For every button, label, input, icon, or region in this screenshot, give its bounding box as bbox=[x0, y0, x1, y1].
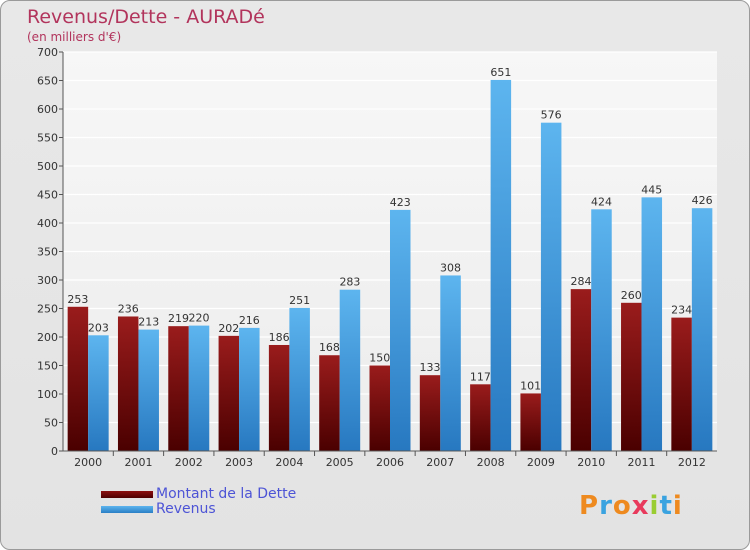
data-label-debt: 186 bbox=[269, 331, 290, 344]
bar-debt bbox=[168, 326, 189, 451]
y-tick-label: 550 bbox=[37, 132, 58, 145]
y-tick-label: 100 bbox=[37, 388, 58, 401]
bar-debt bbox=[419, 375, 441, 451]
bar-revenue bbox=[339, 289, 361, 451]
data-label-debt: 253 bbox=[67, 293, 88, 306]
data-label-revenue: 576 bbox=[541, 109, 562, 122]
bar-debt bbox=[570, 289, 592, 451]
bar-revenue bbox=[188, 325, 210, 451]
y-tick-label: 400 bbox=[37, 217, 58, 230]
legend-label-debt: Montant de la Dette bbox=[156, 486, 297, 502]
data-label-revenue: 423 bbox=[390, 196, 411, 209]
logo-letter: o bbox=[612, 491, 632, 521]
data-label-debt: 150 bbox=[369, 352, 390, 365]
x-tick-label: 2001 bbox=[124, 456, 152, 469]
logo-letter: r bbox=[599, 491, 613, 521]
proxiti-logo: Proxiti bbox=[579, 491, 683, 521]
bar-revenue bbox=[440, 275, 461, 451]
bar-revenue bbox=[390, 209, 411, 451]
bar-debt bbox=[470, 384, 491, 451]
x-tick-label: 2003 bbox=[225, 456, 253, 469]
logo-letter: x bbox=[631, 491, 650, 521]
data-label-debt: 168 bbox=[319, 341, 340, 354]
y-tick-label: 500 bbox=[37, 160, 58, 173]
y-tick-label: 300 bbox=[37, 274, 58, 287]
y-tick-label: 350 bbox=[37, 246, 58, 259]
data-label-debt: 202 bbox=[218, 322, 239, 335]
legend-label-revenue: Revenus bbox=[156, 501, 216, 517]
x-tick-label: 2004 bbox=[275, 456, 303, 469]
bar-debt bbox=[369, 365, 390, 451]
data-label-revenue: 308 bbox=[440, 261, 461, 274]
data-label-debt: 219 bbox=[168, 312, 189, 325]
legend-swatch-revenue bbox=[101, 506, 153, 513]
logo-letter: t bbox=[659, 491, 673, 521]
x-tick-label: 2008 bbox=[477, 456, 505, 469]
chart-subtitle: (en milliers d'€) bbox=[27, 30, 122, 44]
data-label-debt: 234 bbox=[671, 304, 692, 317]
data-label-debt: 101 bbox=[520, 379, 541, 392]
x-tick-label: 2006 bbox=[376, 456, 404, 469]
y-tick-label: 600 bbox=[37, 103, 58, 116]
bar-debt bbox=[67, 306, 89, 451]
y-tick-label: 250 bbox=[37, 303, 58, 316]
data-label-debt: 260 bbox=[621, 289, 642, 302]
data-label-revenue: 220 bbox=[189, 312, 210, 325]
bar-debt bbox=[268, 344, 290, 451]
data-label-revenue: 213 bbox=[138, 316, 159, 329]
y-tick-label: 50 bbox=[44, 417, 58, 430]
x-tick-label: 2012 bbox=[678, 456, 706, 469]
legend-swatch-debt bbox=[101, 491, 153, 498]
y-tick-label: 450 bbox=[37, 189, 58, 202]
x-tick-label: 2005 bbox=[326, 456, 354, 469]
x-tick-label: 2010 bbox=[577, 456, 605, 469]
data-label-revenue: 216 bbox=[239, 314, 260, 327]
y-tick-label: 650 bbox=[37, 75, 58, 88]
data-label-debt: 117 bbox=[470, 370, 491, 383]
bar-debt bbox=[117, 316, 139, 451]
bar-revenue bbox=[88, 335, 109, 451]
bar-revenue bbox=[138, 329, 159, 451]
bar-revenue bbox=[691, 208, 713, 451]
bar-debt bbox=[218, 335, 240, 451]
data-label-revenue: 651 bbox=[490, 66, 511, 79]
y-tick-label: 0 bbox=[51, 445, 58, 458]
y-tick-label: 200 bbox=[37, 331, 58, 344]
data-label-debt: 236 bbox=[118, 302, 139, 315]
y-tick-label: 150 bbox=[37, 360, 58, 373]
data-label-revenue: 445 bbox=[641, 183, 662, 196]
data-label-debt: 284 bbox=[570, 275, 591, 288]
data-label-revenue: 426 bbox=[692, 194, 713, 207]
chart-title: Revenus/Dette - AURADé bbox=[27, 6, 265, 28]
bar-revenue bbox=[490, 79, 512, 452]
data-label-revenue: 424 bbox=[591, 195, 612, 208]
data-label-revenue: 251 bbox=[289, 294, 310, 307]
bar-debt bbox=[671, 317, 692, 451]
bar-debt bbox=[319, 355, 340, 451]
logo-letter: i bbox=[672, 491, 683, 521]
bar-revenue bbox=[591, 209, 612, 451]
x-tick-label: 2002 bbox=[175, 456, 203, 469]
data-label-revenue: 283 bbox=[339, 276, 360, 289]
x-tick-label: 2011 bbox=[628, 456, 656, 469]
bar-revenue bbox=[641, 197, 663, 451]
logo-letter: i bbox=[649, 491, 660, 521]
data-label-debt: 133 bbox=[420, 361, 441, 374]
x-tick-label: 2000 bbox=[74, 456, 102, 469]
data-label-revenue: 203 bbox=[88, 321, 109, 334]
bar-revenue bbox=[289, 307, 310, 451]
bar-debt bbox=[621, 302, 642, 451]
x-tick-label: 2009 bbox=[527, 456, 555, 469]
logo-letter: P bbox=[579, 491, 600, 521]
y-tick-label: 700 bbox=[37, 46, 58, 59]
bar-debt bbox=[520, 393, 541, 451]
bar-revenue bbox=[540, 122, 562, 452]
bar-revenue bbox=[239, 327, 260, 451]
x-tick-label: 2007 bbox=[426, 456, 454, 469]
